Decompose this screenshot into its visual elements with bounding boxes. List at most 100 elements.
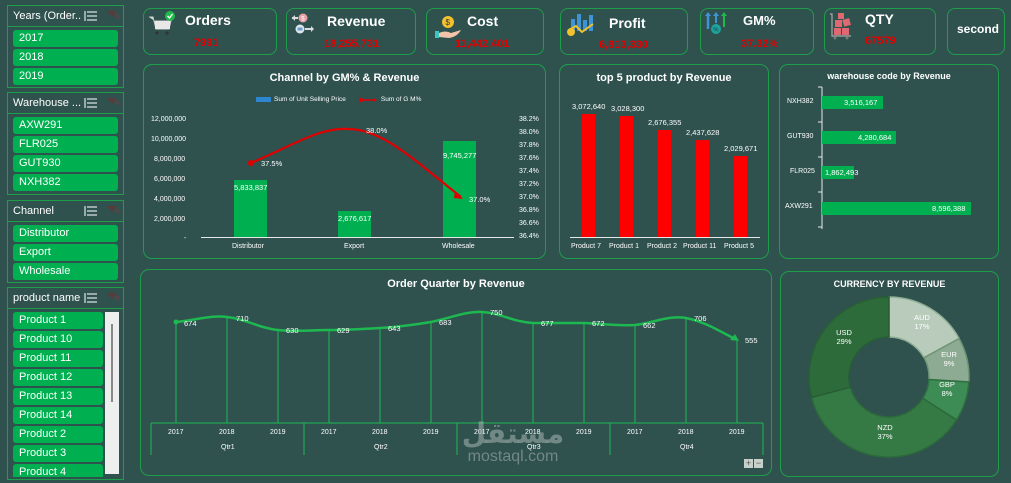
multi-select-icon[interactable] [84,11,98,21]
slicer-item-wholesale[interactable]: Wholesale [13,263,118,280]
money-exchange-icon: $ [292,13,314,34]
bar-label: 3,516,167 [844,98,878,107]
slicer-channel: Channel Distributor Export Wholesale [7,200,124,283]
slicer-item-distributor[interactable]: Distributor [13,225,118,242]
bar-flr025[interactable] [822,166,854,179]
chart-currency-title: CURRENCY BY REVENUE [833,279,946,289]
clear-filter-icon[interactable] [106,293,120,303]
slicer-item-product-12[interactable]: Product 12 [13,369,103,386]
y2-tick: 37.0% [519,194,539,201]
chart-channel-panel: Channel by GM% & Revenue Sum of Unit Sel… [143,64,546,259]
multi-select-icon[interactable] [84,206,98,216]
slicer-item-product-3[interactable]: Product 3 [13,445,103,462]
group-label: Qtr1 [221,444,235,451]
slicer-item-product-1[interactable]: Product 1 [13,312,103,329]
point-label: 643 [388,324,401,333]
x-tick: Product 7 [571,243,601,250]
second-button[interactable]: second [947,8,1005,55]
clear-filter-icon[interactable] [106,98,120,108]
point-label: 677 [541,319,554,328]
x-tick: Export [344,243,365,250]
slicer-product-header: product name [8,288,123,309]
slicer-item-product-14[interactable]: Product 14 [13,407,103,424]
bar-export[interactable] [338,211,371,237]
y-tick: FLR025 [790,168,815,175]
second-button-label: second [957,22,1000,36]
quarter-line-chart [150,310,764,455]
clear-filter-icon[interactable] [106,11,120,21]
slicer-item-product-11[interactable]: Product 11 [13,350,103,367]
collapse-field-button[interactable]: − [754,458,763,468]
slicer-item-nxh382[interactable]: NXH382 [13,174,118,191]
expand-field-button[interactable]: + [744,458,753,468]
chart-channel-legend: Sum of Unit Selling Price Sum of G M% [256,96,421,103]
slicer-item-product-10[interactable]: Product 10 [13,331,103,348]
scrollbar-thumb[interactable] [111,324,113,402]
bar-gut930[interactable] [822,131,896,144]
slicer-item-export[interactable]: Export [13,244,118,261]
slicer-warehouse-header: Warehouse ... [8,93,123,114]
slicer-item-axw291[interactable]: AXW291 [13,117,118,134]
y2-tick: 37.4% [519,168,539,175]
bar-distributor[interactable] [234,180,267,237]
chart-top5-title: top 5 product by Revenue [596,72,732,84]
kpi-orders-value: 7991 [194,37,219,49]
y-tick: 12,000,000 [151,116,187,123]
x-tick: Product 1 [609,243,639,250]
y-tick: 6,000,000 [154,176,186,183]
slicer-item-2017[interactable]: 2017 [13,30,118,47]
bar-product-5[interactable] [734,156,747,237]
bar-nxh382[interactable] [822,96,883,109]
bar-label: 1,862,493 [825,168,859,177]
kpi-profit-value: 6,813,330 [599,39,648,51]
kpi-revenue-label: Revenue [327,13,386,29]
bar-product-7[interactable] [582,114,595,237]
kpi-cost-label: Cost [467,13,499,29]
clear-filter-icon[interactable] [106,206,120,216]
slice-nzd [810,386,958,458]
product-slicer-scrollbar[interactable] [105,312,119,474]
bar-label: 2,676,355 [648,118,682,127]
kpi-revenue: $ Revenue 18,255,731 [286,8,416,55]
point-label: 555 [745,336,758,345]
point-label: 683 [439,318,452,327]
chart-quarter-title: Order Quarter by Revenue [387,278,525,290]
slice-label-usd: USD 29% [836,328,852,346]
x-axis-line [201,237,514,238]
bar-label: 2,676,617 [338,214,372,223]
slice-label-eur: EUR 9% [941,350,957,368]
multi-select-icon[interactable] [84,98,98,108]
bar-product-2[interactable] [658,130,671,237]
bar-axw291[interactable] [822,202,971,215]
y-tick: AXW291 [785,203,813,210]
x-tick: 2018 [219,429,235,436]
point-label: 629 [337,326,350,335]
bar-product-11[interactable] [696,140,709,237]
kpi-revenue-value: 18,255,731 [324,38,380,50]
slicer-item-2018[interactable]: 2018 [13,49,118,66]
y2-tick: 38.0% [519,129,539,136]
point-label: 710 [236,314,249,323]
bar-wholesale[interactable] [443,141,476,237]
kpi-gm-value: 37.32% [741,38,779,50]
bar-product-1[interactable] [620,116,633,237]
slicer-product: product name Product 1 Product 10 Produc… [7,287,124,480]
x-tick: 2019 [576,429,592,436]
slicer-item-gut930[interactable]: GUT930 [13,155,118,172]
hand-coin-icon: $ [435,16,461,38]
kpi-gm: % GM% 37.32% [700,8,814,55]
x-tick: 2017 [321,429,337,436]
slicer-item-product-2[interactable]: Product 2 [13,426,103,443]
slicer-item-product-4[interactable]: Product 4 [13,464,103,477]
y2-tick: 38.2% [519,116,539,123]
slicer-item-flr025[interactable]: FLR025 [13,136,118,153]
multi-select-icon[interactable] [84,293,98,303]
slicer-item-product-13[interactable]: Product 13 [13,388,103,405]
x-tick: Distributor [232,243,264,250]
slicer-item-2019[interactable]: 2019 [13,68,118,85]
bar-label: 3,072,640 [572,102,606,111]
kpi-qty-label: QTY [865,11,894,27]
bar-label: 9,745,277 [443,151,477,160]
kpi-gm-label: GM% [743,13,776,28]
bar-chart-growth-icon [567,14,594,36]
